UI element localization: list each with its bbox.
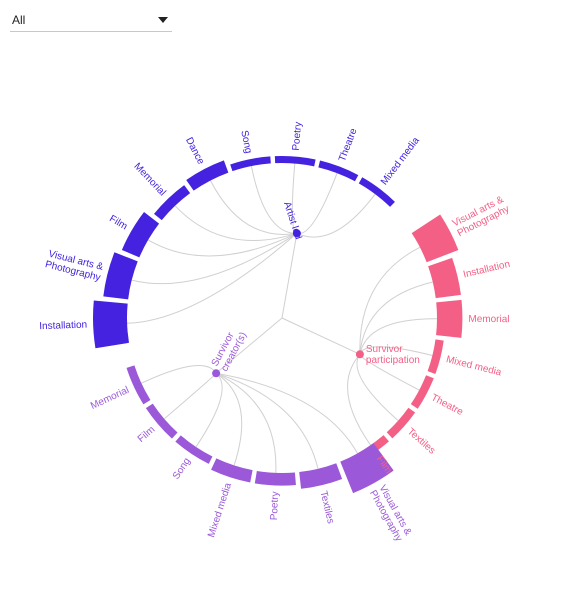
segment-survivor-creator-s-mixed-media[interactable]: [211, 458, 253, 483]
segment-survivor-creator-s-textiles[interactable]: [299, 463, 343, 489]
label-survivor-creator-s-memorial: Memorial: [89, 384, 131, 411]
label-survivor-creator-s-film: Film: [136, 424, 158, 445]
label-survivor-participation-installation: Installation: [462, 258, 511, 280]
link-artist-led-film: [147, 232, 298, 257]
filter-selected-value: All: [12, 13, 26, 27]
link-survivor-participation-textiles: [356, 354, 399, 421]
label-artist-led-poetry: Poetry: [290, 121, 303, 151]
link-artist-led-mixed-media: [296, 193, 376, 238]
segment-survivor-creator-s-poetry[interactable]: [254, 470, 296, 486]
chevron-down-icon: [158, 17, 168, 23]
link-survivor-participation-visual-arts-photography: [359, 246, 421, 355]
segment-artist-led-dance[interactable]: [186, 160, 229, 191]
label-survivor-participation-textiles: Textiles: [405, 426, 437, 456]
label-survivor-participation-visual-arts-photography: Visual arts &Photography: [451, 193, 512, 238]
segment-artist-led-visual-arts-photography[interactable]: [103, 252, 138, 300]
segment-layer: [93, 156, 463, 494]
link-survivor-creator-s-memorial: [141, 365, 217, 384]
label-survivor-creator-s-textiles: Textiles: [318, 490, 336, 525]
link-artist-led-theatre: [296, 172, 338, 235]
trunk-survivor-participation: [281, 317, 361, 355]
link-survivor-participation-film: [347, 353, 372, 446]
label-artist-led-memorial: Memorial: [132, 161, 168, 198]
link-artist-led-song: [250, 166, 297, 234]
link-survivor-creator-s-film: [163, 372, 217, 420]
label-survivor-participation-memorial: Memorial: [468, 314, 509, 325]
filter-dropdown[interactable]: All: [10, 8, 172, 32]
label-survivor-creator-s-poetry: Poetry: [269, 491, 281, 520]
link-artist-led-memorial: [174, 205, 298, 241]
label-artist-led-song: Song: [239, 129, 254, 154]
group-label-survivor-participation: Survivor participation: [366, 343, 420, 365]
node-artist-led[interactable]: [292, 229, 301, 238]
label-survivor-creator-s-visual-arts-photography: Visual arts &Photography: [367, 483, 414, 543]
segment-artist-led-poetry[interactable]: [274, 156, 316, 167]
segment-artist-led-installation[interactable]: [93, 300, 129, 349]
label-survivor-creator-s-mixed-media: Mixed media: [206, 481, 234, 539]
node-survivor-participation[interactable]: [355, 350, 364, 359]
link-artist-led-visual-arts-photography: [131, 232, 298, 285]
segment-survivor-participation-visual-arts-photography[interactable]: [411, 214, 459, 263]
label-survivor-participation-mixed-media: Mixed media: [445, 354, 503, 378]
segment-artist-led-memorial[interactable]: [154, 185, 191, 221]
segment-artist-led-theatre[interactable]: [318, 160, 359, 182]
segment-survivor-creator-s-visual-arts-photography[interactable]: [340, 443, 394, 494]
label-artist-led-theatre: Theatre: [337, 126, 360, 163]
link-survivor-creator-s-mixed-media: [215, 372, 243, 466]
label-artist-led-mixed-media: Mixed media: [379, 135, 422, 187]
node-survivor-creator-s[interactable]: [212, 369, 221, 378]
label-artist-led-visual-arts-photography: Visual arts &Photography: [44, 248, 105, 283]
segment-survivor-creator-s-song[interactable]: [175, 435, 213, 464]
segment-survivor-participation-theatre[interactable]: [410, 375, 434, 409]
segment-artist-led-song[interactable]: [230, 156, 271, 172]
segment-survivor-participation-memorial[interactable]: [436, 299, 463, 338]
label-survivor-participation-theatre: Theatre: [429, 392, 465, 418]
link-survivor-creator-s-visual-arts-photography: [216, 372, 358, 454]
link-survivor-participation-installation: [359, 281, 433, 355]
link-artist-led-installation: [127, 232, 298, 324]
link-survivor-creator-s-song: [195, 372, 223, 448]
label-artist-led-installation: Installation: [39, 319, 87, 332]
label-artist-led-film: Film: [107, 213, 129, 232]
link-survivor-participation-memorial: [359, 318, 438, 355]
link-layer: [127, 163, 438, 473]
segment-artist-led-film[interactable]: [121, 211, 160, 258]
segment-artist-led-mixed-media[interactable]: [358, 177, 395, 207]
label-artist-led-dance: Dance: [183, 136, 206, 167]
segment-survivor-participation-installation[interactable]: [428, 257, 461, 299]
link-artist-led-dance: [209, 180, 297, 235]
link-survivor-creator-s-textiles: [215, 372, 319, 469]
link-survivor-creator-s-poetry: [215, 372, 277, 473]
trunk-survivor-creator-s: [215, 317, 283, 374]
segment-survivor-creator-s-film[interactable]: [145, 403, 178, 439]
segment-survivor-participation-mixed-media[interactable]: [427, 339, 444, 374]
group-label-survivor-creator-s: Survivorcreator(s): [209, 325, 249, 373]
segment-survivor-participation-textiles[interactable]: [386, 407, 416, 439]
label-survivor-creator-s-song: Song: [171, 456, 193, 482]
node-layer: [212, 229, 364, 378]
trunk-artist-led: [281, 233, 298, 319]
segment-survivor-creator-s-memorial[interactable]: [126, 365, 151, 405]
